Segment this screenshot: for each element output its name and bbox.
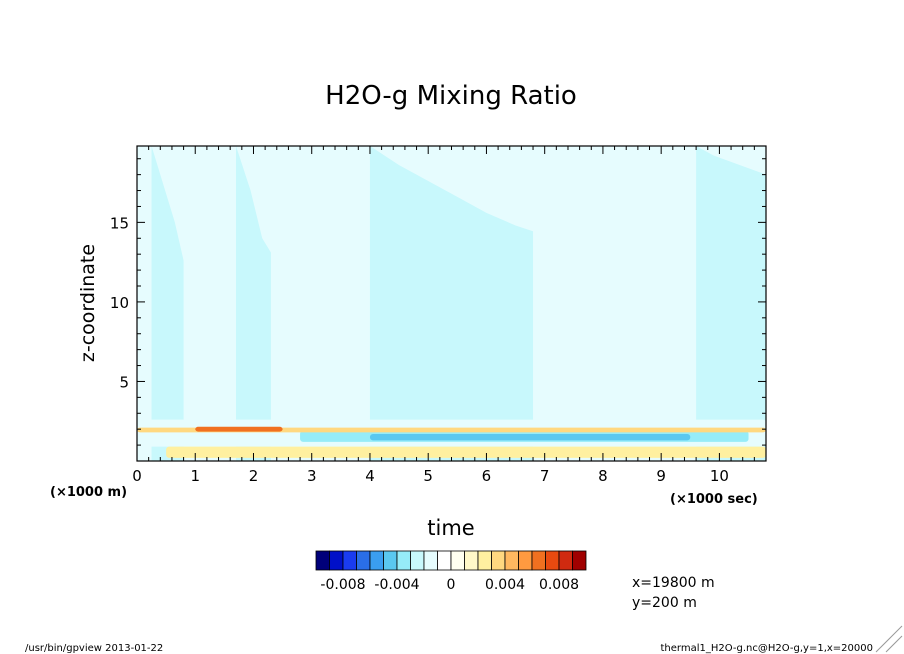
x-tick-label: 1	[190, 467, 200, 485]
colorbar-tick-label: 0.008	[539, 577, 579, 593]
x-tick-label: 5	[423, 467, 433, 485]
colorbar-swatch	[558, 550, 573, 571]
x-unit-note: (×1000 sec)	[670, 492, 758, 507]
colorbar-tick-label: 0.004	[485, 577, 525, 593]
resize-grip-line-2[interactable]	[885, 635, 903, 653]
surface-layer-feature	[166, 446, 766, 458]
colorbar-swatch	[518, 550, 533, 571]
colorbar-swatch	[491, 550, 506, 571]
colorbar-swatch	[572, 550, 587, 571]
colorbar-swatch	[545, 550, 560, 571]
colorbar-ticks: -0.008 -0.004 0 0.004 0.008	[320, 577, 579, 593]
x-tick-label: 0	[132, 467, 142, 485]
colorbar-swatch	[437, 550, 452, 571]
x-tick-label: 8	[598, 467, 608, 485]
chart-title: H2O-g Mixing Ratio	[325, 81, 577, 111]
colorbar-tick-label: 0	[447, 577, 456, 593]
x-tick-label: 7	[540, 467, 550, 485]
colorbar-swatch	[383, 550, 398, 571]
colorbar-swatch	[356, 550, 371, 571]
colorbar-swatch	[342, 550, 357, 571]
colorbar-swatch	[504, 550, 519, 571]
x-axis-label: time	[427, 516, 474, 540]
y-tick-label: 5	[119, 373, 129, 391]
colorbar-tick-label: -0.004	[374, 577, 419, 593]
colorbar-tick-label: -0.008	[320, 577, 365, 593]
plot-field	[137, 146, 766, 461]
footer-left: /usr/bin/gpview 2013-01-22	[25, 643, 163, 654]
colorbar-swatch	[464, 550, 479, 571]
colorbar-swatch	[369, 550, 384, 571]
colorbar-swatch	[410, 550, 425, 571]
resize-grip-line-1[interactable]	[875, 625, 903, 653]
y-unit-note: (×1000 m)	[50, 485, 127, 500]
colorbar-swatch	[315, 550, 330, 571]
x-tick-label: 10	[710, 467, 729, 485]
colorbar	[315, 550, 587, 571]
colorbar-swatch	[531, 550, 546, 571]
y-tick-label: 10	[110, 294, 129, 312]
x-tick-label: 6	[482, 467, 492, 485]
contour-band	[696, 146, 766, 461]
colorbar-swatch	[329, 550, 344, 571]
y-axis-label: z-coordinate	[77, 244, 99, 362]
x-tick-label: 4	[365, 467, 375, 485]
surface-layer-feature	[137, 427, 766, 433]
y-position-info: y=200 m	[632, 595, 697, 611]
footer-right: thermal1_H2O-g.nc@H2O-g,y=1,x=20000	[661, 643, 873, 654]
x-tick-label: 2	[249, 467, 259, 485]
x-tick-label: 3	[307, 467, 317, 485]
x-position-info: x=19800 m	[632, 575, 715, 591]
y-tick-label: 15	[110, 214, 129, 232]
colorbar-swatch	[450, 550, 465, 571]
surface-layer-feature	[369, 433, 691, 441]
x-axis: 0 1 2 3 4 5 6 7 8 9 10	[132, 146, 767, 485]
colorbar-swatch	[423, 550, 438, 571]
x-tick-label: 9	[656, 467, 666, 485]
surface-layer-feature	[195, 426, 283, 432]
colorbar-swatch	[477, 550, 492, 571]
y-axis: 5 10 15	[110, 158, 766, 462]
colorbar-swatch	[396, 550, 411, 571]
